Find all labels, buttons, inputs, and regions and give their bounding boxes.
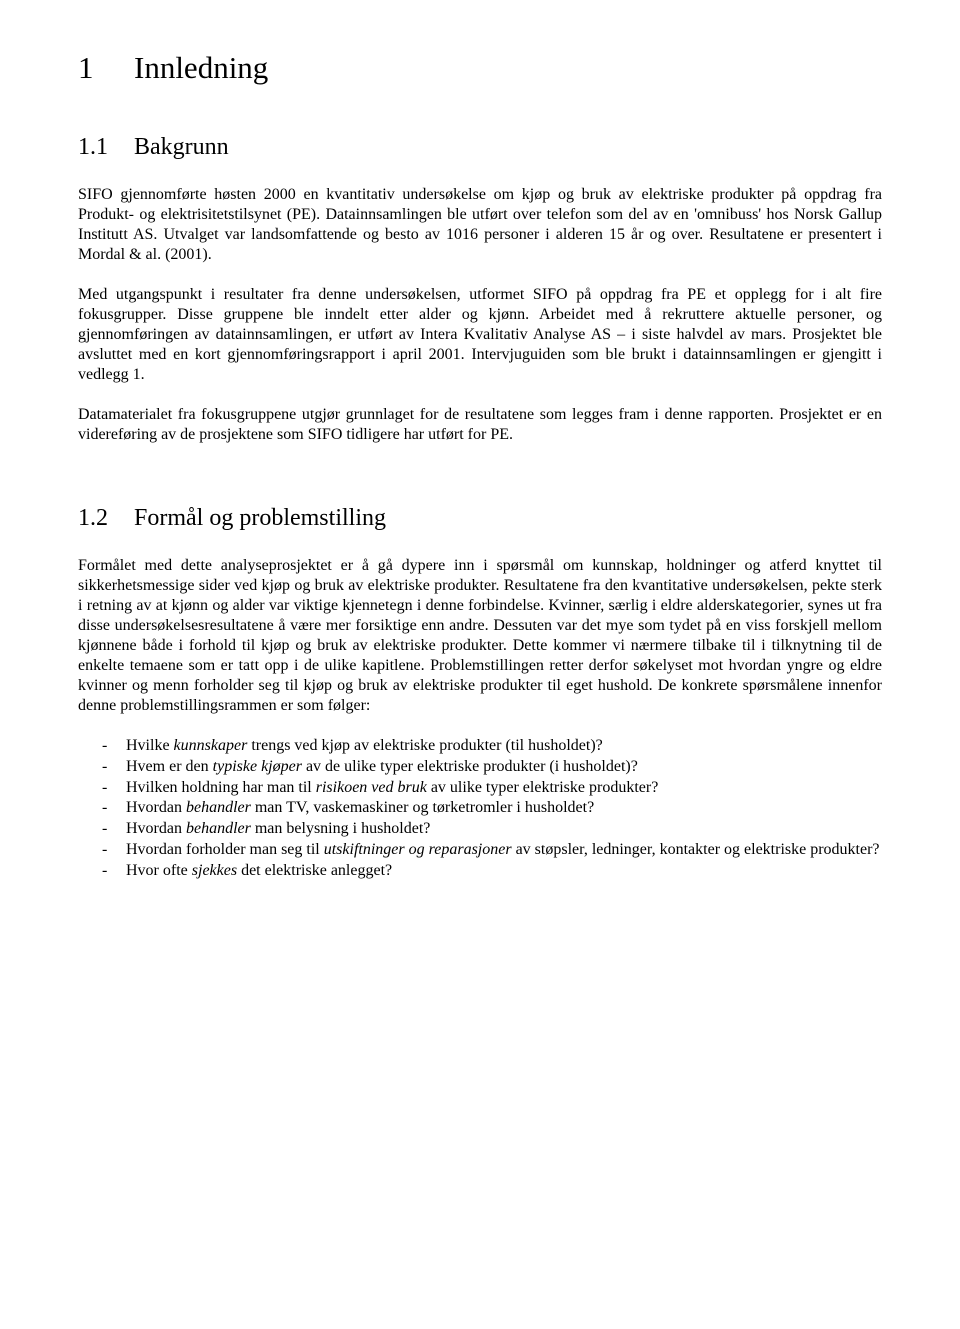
section-title: Formål og problemstilling bbox=[134, 505, 386, 531]
list-item: Hvor ofte sjekkes det elektriske anlegge… bbox=[102, 861, 882, 882]
list-text-em: behandler bbox=[186, 820, 251, 837]
section-heading-formal: 1.2Formål og problemstilling bbox=[78, 505, 882, 532]
list-text-post: av ulike typer elektriske produkter? bbox=[427, 779, 658, 796]
document-page: 1Innledning 1.1Bakgrunn SIFO gjennomført… bbox=[0, 0, 960, 1329]
list-text-pre: Hvem er den bbox=[126, 758, 213, 775]
list-text-pre: Hvordan bbox=[126, 799, 186, 816]
section-number: 1.1 bbox=[78, 134, 134, 161]
list-text-pre: Hvordan forholder man seg til bbox=[126, 841, 324, 858]
section-title: Bakgrunn bbox=[134, 134, 229, 160]
list-text-post: trengs ved kjøp av elektriske produkter … bbox=[247, 737, 602, 754]
chapter-number: 1 bbox=[78, 50, 134, 86]
list-text-post: man belysning i husholdet? bbox=[251, 820, 431, 837]
list-item: Hvordan forholder man seg til utskiftnin… bbox=[102, 840, 882, 861]
paragraph: Formålet med dette analyseprosjektet er … bbox=[78, 556, 882, 716]
list-text-em: typiske kjøper bbox=[213, 758, 302, 775]
list-text-em: utskiftninger og reparasjoner bbox=[324, 841, 512, 858]
list-text-post: av støpsler, ledninger, kontakter og ele… bbox=[512, 841, 880, 858]
chapter-title: Innledning bbox=[134, 50, 268, 85]
section-heading-bakgrunn: 1.1Bakgrunn bbox=[78, 134, 882, 161]
list-text-post: det elektriske anlegget? bbox=[237, 862, 392, 879]
list-item: Hvilken holdning har man til risikoen ve… bbox=[102, 778, 882, 799]
paragraph: SIFO gjennomførte høsten 2000 en kvantit… bbox=[78, 185, 882, 265]
list-text-em: risikoen ved bruk bbox=[316, 779, 427, 796]
section-number: 1.2 bbox=[78, 505, 134, 532]
question-list: Hvilke kunnskaper trengs ved kjøp av ele… bbox=[78, 736, 882, 882]
list-text-pre: Hvilke bbox=[126, 737, 174, 754]
paragraph: Datamaterialet fra fokusgruppene utgjør … bbox=[78, 405, 882, 445]
list-item: Hvem er den typiske kjøper av de ulike t… bbox=[102, 757, 882, 778]
list-text-pre: Hvor ofte bbox=[126, 862, 192, 879]
chapter-heading: 1Innledning bbox=[78, 50, 882, 86]
list-item: Hvilke kunnskaper trengs ved kjøp av ele… bbox=[102, 736, 882, 757]
list-text-post: av de ulike typer elektriske produkter (… bbox=[302, 758, 638, 775]
paragraph: Med utgangspunkt i resultater fra denne … bbox=[78, 285, 882, 385]
list-text-pre: Hvordan bbox=[126, 820, 186, 837]
list-text-em: behandler bbox=[186, 799, 251, 816]
list-text-pre: Hvilken holdning har man til bbox=[126, 779, 316, 796]
list-text-em: kunnskaper bbox=[174, 737, 248, 754]
list-item: Hvordan behandler man belysning i hushol… bbox=[102, 819, 882, 840]
list-text-post: man TV, vaskemaskiner og tørketromler i … bbox=[251, 799, 594, 816]
list-item: Hvordan behandler man TV, vaskemaskiner … bbox=[102, 798, 882, 819]
list-text-em: sjekkes bbox=[192, 862, 237, 879]
